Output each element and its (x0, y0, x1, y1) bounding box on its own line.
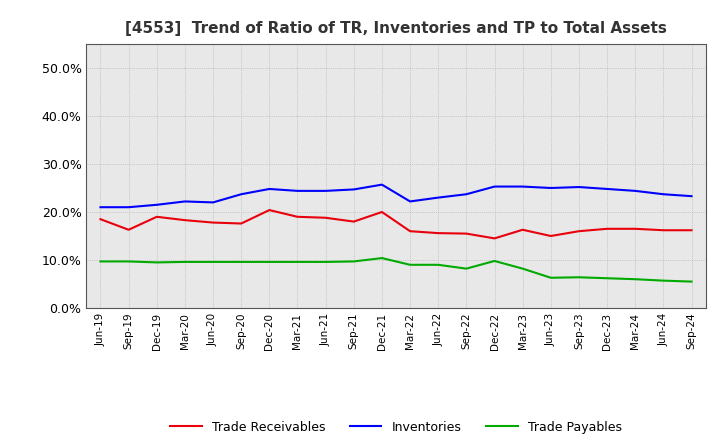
Inventories (603, 186, 611, 191)
Trade Payables (659, 278, 667, 283)
Trade Payables (406, 262, 415, 268)
Trade Receivables (406, 228, 415, 234)
Trade Receivables (546, 233, 555, 238)
Trade Receivables (96, 216, 105, 222)
Trade Payables (462, 266, 471, 271)
Inventories (377, 182, 386, 187)
Trade Payables (490, 258, 499, 264)
Inventories (687, 194, 696, 199)
Inventories (209, 200, 217, 205)
Line: Inventories: Inventories (101, 185, 691, 207)
Trade Payables (96, 259, 105, 264)
Trade Payables (546, 275, 555, 280)
Inventories (265, 186, 274, 191)
Trade Payables (153, 260, 161, 265)
Inventories (125, 205, 133, 210)
Trade Receivables (153, 214, 161, 220)
Trade Receivables (490, 236, 499, 241)
Trade Payables (237, 259, 246, 264)
Trade Payables (434, 262, 443, 268)
Inventories (434, 195, 443, 200)
Inventories (153, 202, 161, 207)
Inventories (293, 188, 302, 194)
Trade Receivables (181, 217, 189, 223)
Trade Receivables (434, 231, 443, 236)
Trade Receivables (265, 207, 274, 213)
Trade Payables (209, 259, 217, 264)
Inventories (490, 184, 499, 189)
Inventories (659, 191, 667, 197)
Trade Payables (631, 277, 639, 282)
Trade Receivables (321, 215, 330, 220)
Legend: Trade Receivables, Inventories, Trade Payables: Trade Receivables, Inventories, Trade Pa… (166, 416, 626, 439)
Inventories (237, 191, 246, 197)
Trade Payables (321, 259, 330, 264)
Trade Payables (687, 279, 696, 284)
Trade Receivables (125, 227, 133, 232)
Line: Trade Payables: Trade Payables (101, 258, 691, 282)
Trade Receivables (237, 221, 246, 226)
Trade Payables (575, 275, 583, 280)
Trade Payables (518, 266, 527, 271)
Inventories (96, 205, 105, 210)
Trade Receivables (377, 209, 386, 215)
Trade Receivables (518, 227, 527, 232)
Trade Receivables (575, 228, 583, 234)
Trade Payables (265, 259, 274, 264)
Inventories (518, 184, 527, 189)
Trade Receivables (349, 219, 358, 224)
Trade Receivables (687, 227, 696, 233)
Trade Payables (349, 259, 358, 264)
Inventories (349, 187, 358, 192)
Inventories (546, 185, 555, 191)
Trade Receivables (631, 226, 639, 231)
Inventories (321, 188, 330, 194)
Trade Payables (377, 256, 386, 261)
Trade Receivables (209, 220, 217, 225)
Inventories (631, 188, 639, 194)
Inventories (406, 199, 415, 204)
Trade Payables (125, 259, 133, 264)
Inventories (462, 191, 471, 197)
Trade Receivables (293, 214, 302, 220)
Trade Receivables (603, 226, 611, 231)
Inventories (575, 184, 583, 190)
Trade Payables (293, 259, 302, 264)
Title: [4553]  Trend of Ratio of TR, Inventories and TP to Total Assets: [4553] Trend of Ratio of TR, Inventories… (125, 21, 667, 36)
Trade Payables (181, 259, 189, 264)
Inventories (181, 199, 189, 204)
Line: Trade Receivables: Trade Receivables (101, 210, 691, 238)
Trade Receivables (462, 231, 471, 236)
Trade Payables (603, 275, 611, 281)
Trade Receivables (659, 227, 667, 233)
